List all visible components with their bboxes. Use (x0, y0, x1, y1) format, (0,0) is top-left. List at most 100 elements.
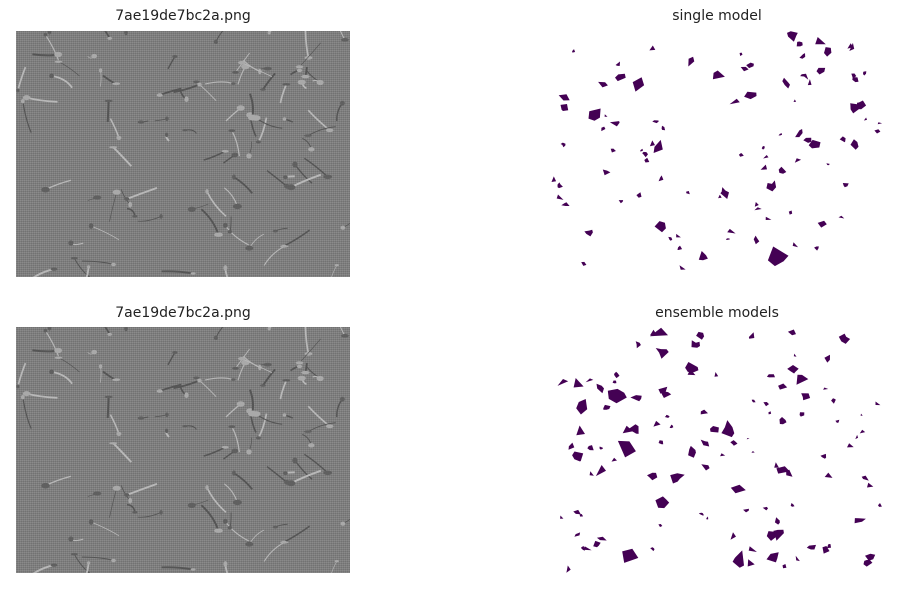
cell-body (223, 561, 228, 567)
mask-blob (778, 166, 787, 174)
mask-blob (557, 182, 563, 189)
mask-blob (748, 332, 755, 339)
segmentation-mask-single-model (550, 31, 884, 277)
cell-body (187, 206, 196, 212)
mask-blob (855, 434, 859, 440)
cell-body (47, 31, 52, 35)
mask-shapes-single-model (551, 31, 883, 270)
mask-blob (560, 515, 564, 519)
mask-blob (835, 419, 840, 423)
cell-body (164, 132, 169, 137)
mask-blob (763, 402, 769, 407)
cell-body (87, 265, 91, 269)
cell-body (43, 328, 48, 333)
cell-process (290, 173, 322, 189)
cell-outlines-bottom (16, 327, 350, 573)
mask-blob (688, 56, 695, 67)
cell-body (292, 457, 298, 464)
mask-blob (806, 544, 816, 550)
mask-blob (652, 120, 659, 124)
cell-body (263, 362, 272, 367)
cell-process (81, 260, 114, 265)
mask-blob (718, 194, 722, 199)
mask-blob (607, 388, 627, 404)
mask-blob (568, 442, 575, 450)
cell-body (165, 412, 169, 418)
cell-body (54, 51, 62, 58)
mask-blob (700, 439, 710, 447)
cell-process (26, 392, 58, 399)
cell-body (99, 364, 103, 369)
mask-blob (765, 216, 772, 220)
mask-blob (557, 379, 569, 386)
mask-blob (849, 42, 855, 51)
cell-process (173, 83, 200, 93)
cell-body (87, 561, 91, 565)
cell-body (295, 65, 304, 69)
cell-process (51, 75, 73, 89)
cell-body (197, 82, 202, 87)
cell-body (251, 411, 261, 417)
cell-process (290, 469, 322, 485)
cell-process (243, 355, 261, 368)
cell-process (299, 338, 321, 364)
mask-blob (847, 443, 854, 448)
cell-process (204, 81, 234, 85)
mask-blob (614, 371, 620, 379)
mask-blob (636, 192, 642, 198)
cell-process (243, 59, 261, 72)
cell-body (137, 416, 145, 420)
cell-process (196, 81, 217, 102)
mask-blob (572, 451, 584, 462)
cell-body (214, 232, 223, 237)
cell-process (85, 562, 90, 573)
cell-body (159, 214, 163, 219)
cell-process (45, 475, 72, 487)
mask-blob (856, 100, 867, 110)
cell-body (70, 256, 78, 260)
mask-blob (732, 550, 744, 568)
mask-blob (863, 71, 867, 76)
cell-body (172, 54, 178, 59)
cell-body (41, 482, 50, 489)
mask-blob (658, 524, 663, 527)
cell-body (193, 376, 200, 380)
mask-blob (766, 180, 777, 192)
mask-blob (561, 202, 570, 206)
cell-body (124, 327, 128, 332)
cell-body (304, 134, 312, 137)
mask-blob (691, 340, 700, 348)
cell-body (246, 449, 252, 455)
cell-process (137, 216, 162, 222)
mask-blob (644, 157, 650, 163)
cell-process (248, 529, 265, 545)
mask-blob (814, 246, 819, 251)
cell-body (187, 502, 196, 508)
cell-body (255, 140, 261, 144)
cell-process (47, 31, 51, 33)
mask-blob (698, 251, 708, 261)
mask-blob (838, 215, 845, 219)
mask-blob (598, 81, 608, 88)
mask-blob (778, 133, 782, 136)
mask-blob (639, 148, 643, 152)
cell-process (17, 66, 27, 91)
panel-title-ensemble-models: ensemble models (655, 305, 779, 321)
cell-body (287, 480, 296, 487)
cell-body (164, 428, 169, 433)
cell-process (299, 42, 321, 68)
mask-blob (589, 471, 594, 476)
mask-blob (649, 140, 655, 147)
cell-process (304, 453, 329, 474)
cell-body (259, 384, 266, 387)
mask-blob (751, 399, 756, 403)
mask-blob (787, 329, 796, 336)
mask-blob (579, 514, 584, 517)
mask-blob (831, 398, 836, 404)
cell-body (16, 384, 20, 389)
mask-blob (860, 413, 863, 416)
mask-blob (576, 425, 585, 436)
cell-process (126, 187, 158, 200)
cell-body (128, 201, 132, 208)
mask-blob (654, 221, 666, 233)
